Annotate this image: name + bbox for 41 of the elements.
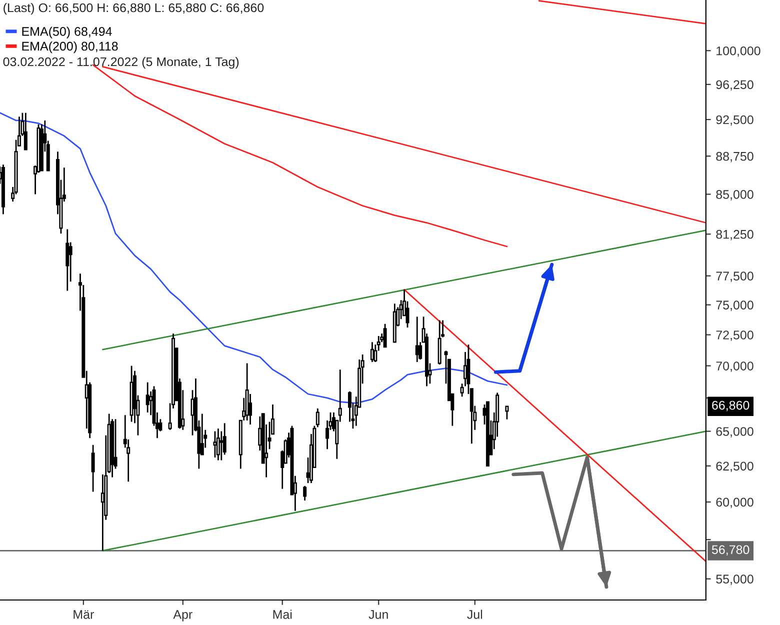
legend-label: EMA(200) 80,118 xyxy=(22,41,118,54)
y-tick-label: 85,000 xyxy=(716,190,754,200)
text: 66,860 xyxy=(712,400,750,412)
candlestick xyxy=(316,408,320,428)
x-tick-label: Apr xyxy=(173,610,192,622)
y-tick-label: 70,000 xyxy=(716,362,754,372)
candlestick xyxy=(505,405,509,420)
candlestick xyxy=(91,444,95,492)
line-series xyxy=(0,112,508,404)
candlestick xyxy=(66,228,70,292)
x-tick-label: Jul xyxy=(467,610,482,619)
candlestick xyxy=(146,382,150,414)
candlestick xyxy=(24,112,28,150)
y-tick-label: 55,000 xyxy=(716,574,754,585)
candlestick xyxy=(406,300,410,328)
x-tick-label: Mai xyxy=(273,610,292,619)
candlestick xyxy=(213,430,217,458)
y-tick-label: 96,250 xyxy=(716,80,754,91)
legend-label: EMA(50) 68,494 xyxy=(22,26,112,38)
text: 03.02.2022 - 11.07.2022 (5 Monate, 1 Tag) xyxy=(3,57,239,69)
y-tick-label: 100,000 xyxy=(716,46,760,57)
chart-title: (Last) O: 66,500 H: 66,880 L: 65,880 C: 66,860 xyxy=(4,3,264,15)
y-tick-label: 75,000 xyxy=(716,300,754,311)
candlestick xyxy=(415,316,419,363)
candlestick xyxy=(303,485,307,502)
candlestick xyxy=(216,428,220,461)
candlestick xyxy=(460,382,464,398)
y-tick-label: 81,250 xyxy=(716,230,754,240)
x-tick-label: Jun xyxy=(368,610,388,619)
candlestick xyxy=(383,323,387,348)
y-tick-label: 92,500 xyxy=(716,115,754,126)
y-tick-label: 60,000 xyxy=(716,498,754,508)
y-tick-label: 77,500 xyxy=(716,272,754,282)
y-tick-label: 65,000 xyxy=(716,427,754,438)
candlestick xyxy=(220,430,224,461)
candlestick xyxy=(68,242,72,282)
x-tick-label: Mär xyxy=(74,610,94,619)
y-tick-label: 88,750 xyxy=(716,152,754,162)
y-tick-label: 62,500 xyxy=(716,462,754,472)
ref-line-label: 56,780 xyxy=(712,545,750,556)
y-tick-label: 72,500 xyxy=(716,330,754,341)
